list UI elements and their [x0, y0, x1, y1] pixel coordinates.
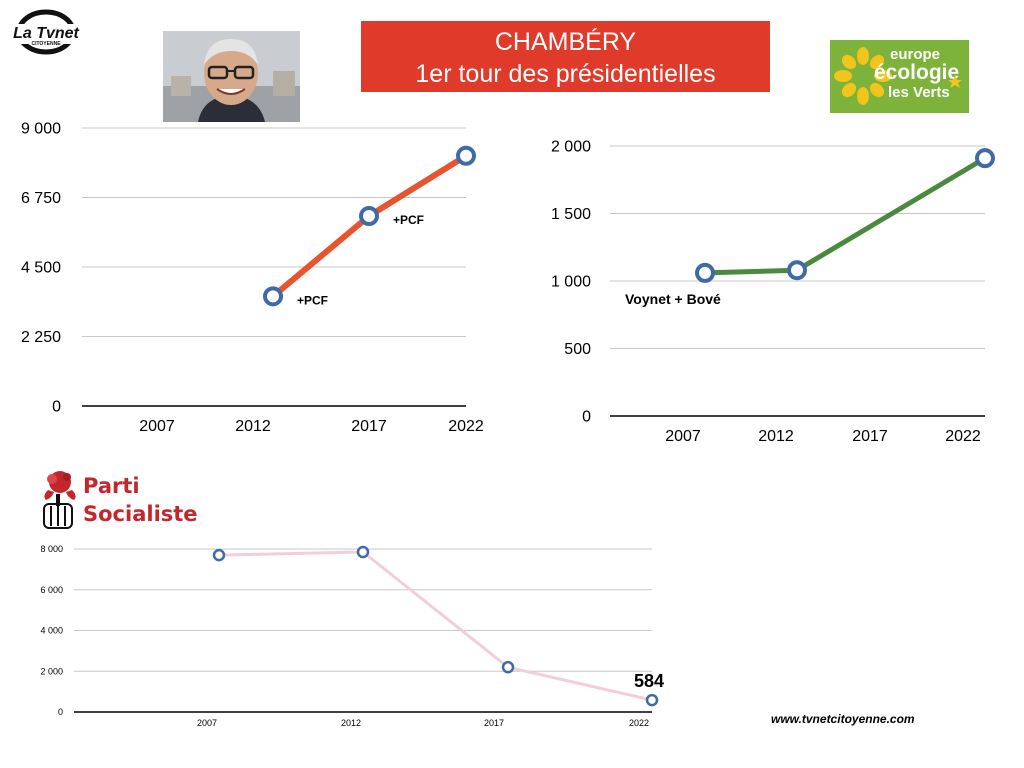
- data-point: [787, 260, 807, 281]
- x-tick-label: 2007: [197, 718, 217, 728]
- data-point: [456, 145, 476, 166]
- data-point: [695, 262, 715, 283]
- y-tick-label: 8 000: [40, 544, 63, 554]
- eelv-logo: europe écologie les Verts: [830, 40, 969, 113]
- chart-la-france-insoumise: 0 2 250 4 500 6 750 9 000 2007 2012 2017 2022 +PC…: [21, 121, 484, 435]
- y-tick-label: 2 250: [21, 329, 61, 346]
- y-tick-label: 2 000: [551, 139, 591, 156]
- rose-icon: [44, 471, 76, 500]
- y-tick-label: 1 500: [551, 206, 591, 223]
- x-tick-label: 2017: [484, 718, 504, 728]
- tvnet-logo-subtext: CITOYENNE: [31, 41, 61, 47]
- data-point: [356, 545, 370, 559]
- x-tick-label: 2012: [758, 428, 794, 445]
- x-tick-label: 2022: [448, 418, 484, 435]
- data-point: [501, 660, 515, 674]
- x-tick-label: 2012: [341, 718, 361, 728]
- x-tick-label: 2022: [629, 718, 649, 728]
- chart-parti-socialiste: 0 2 000 4 000 6 000 8 000 2007 2012 2017 2022 584: [40, 544, 664, 728]
- x-tick-label: 2012: [235, 418, 271, 435]
- annotation-label: +PCF: [297, 293, 328, 307]
- eelv-logo-line3: les Verts: [888, 84, 950, 101]
- page-subtitle: 1er tour des présidentielles: [415, 60, 716, 88]
- series-line: [218, 550, 653, 702]
- x-tick-label: 2022: [945, 428, 981, 445]
- star-icon: [948, 75, 962, 88]
- website-url: www.tvnetcitoyenne.com: [771, 712, 915, 726]
- ps-logo-line2: Socialiste: [83, 502, 198, 526]
- x-tick-label: 2017: [351, 418, 387, 435]
- series-line: [271, 153, 468, 299]
- y-tick-label: 1 000: [551, 274, 591, 291]
- y-tick-label: 0: [58, 707, 63, 717]
- y-tick-label: 4 000: [40, 626, 63, 636]
- eelv-logo-line2: écologie: [874, 61, 960, 84]
- sunflower-icon: [834, 47, 892, 105]
- x-tick-label: 2007: [139, 418, 175, 435]
- la-tvnet-logo: La Tvnet CITOYENNE: [8, 9, 84, 55]
- page-title: CHAMBÉRY: [494, 28, 637, 56]
- series-line: [704, 156, 987, 276]
- annotation-label: 584: [634, 671, 664, 691]
- tvnet-logo-text: La Tvnet: [13, 25, 79, 42]
- title-banner: CHAMBÉRY 1er tour des présidentielles: [361, 21, 770, 92]
- x-tick-label: 2017: [852, 428, 888, 445]
- y-tick-label: 2 000: [40, 666, 63, 676]
- ps-rose-fist-logo: [43, 471, 76, 529]
- data-point: [263, 286, 283, 307]
- y-tick-label: 0: [582, 409, 591, 426]
- data-point: [359, 206, 379, 227]
- data-point: [212, 548, 226, 562]
- y-tick-label: 6 000: [40, 585, 63, 595]
- data-point: [645, 693, 659, 707]
- y-tick-label: 6 750: [21, 190, 61, 207]
- annotation-label: Voynet + Bové: [625, 291, 721, 307]
- annotation-label: +PCF: [393, 213, 424, 227]
- candidate-photo: [163, 31, 300, 122]
- y-tick-label: 9 000: [21, 121, 61, 138]
- eelv-logo-line1: europe: [890, 46, 941, 63]
- y-tick-label: 500: [564, 341, 591, 358]
- x-tick-label: 2007: [665, 428, 701, 445]
- data-point: [975, 148, 995, 169]
- y-tick-label: 0: [52, 399, 61, 416]
- ps-logo-line1: Parti: [83, 474, 140, 498]
- y-tick-label: 4 500: [21, 260, 61, 277]
- fist-icon: [43, 494, 73, 529]
- chart-eelv: 0 500 1 000 1 500 2 000 2007 2012 2017 2022 Voyne…: [551, 139, 995, 445]
